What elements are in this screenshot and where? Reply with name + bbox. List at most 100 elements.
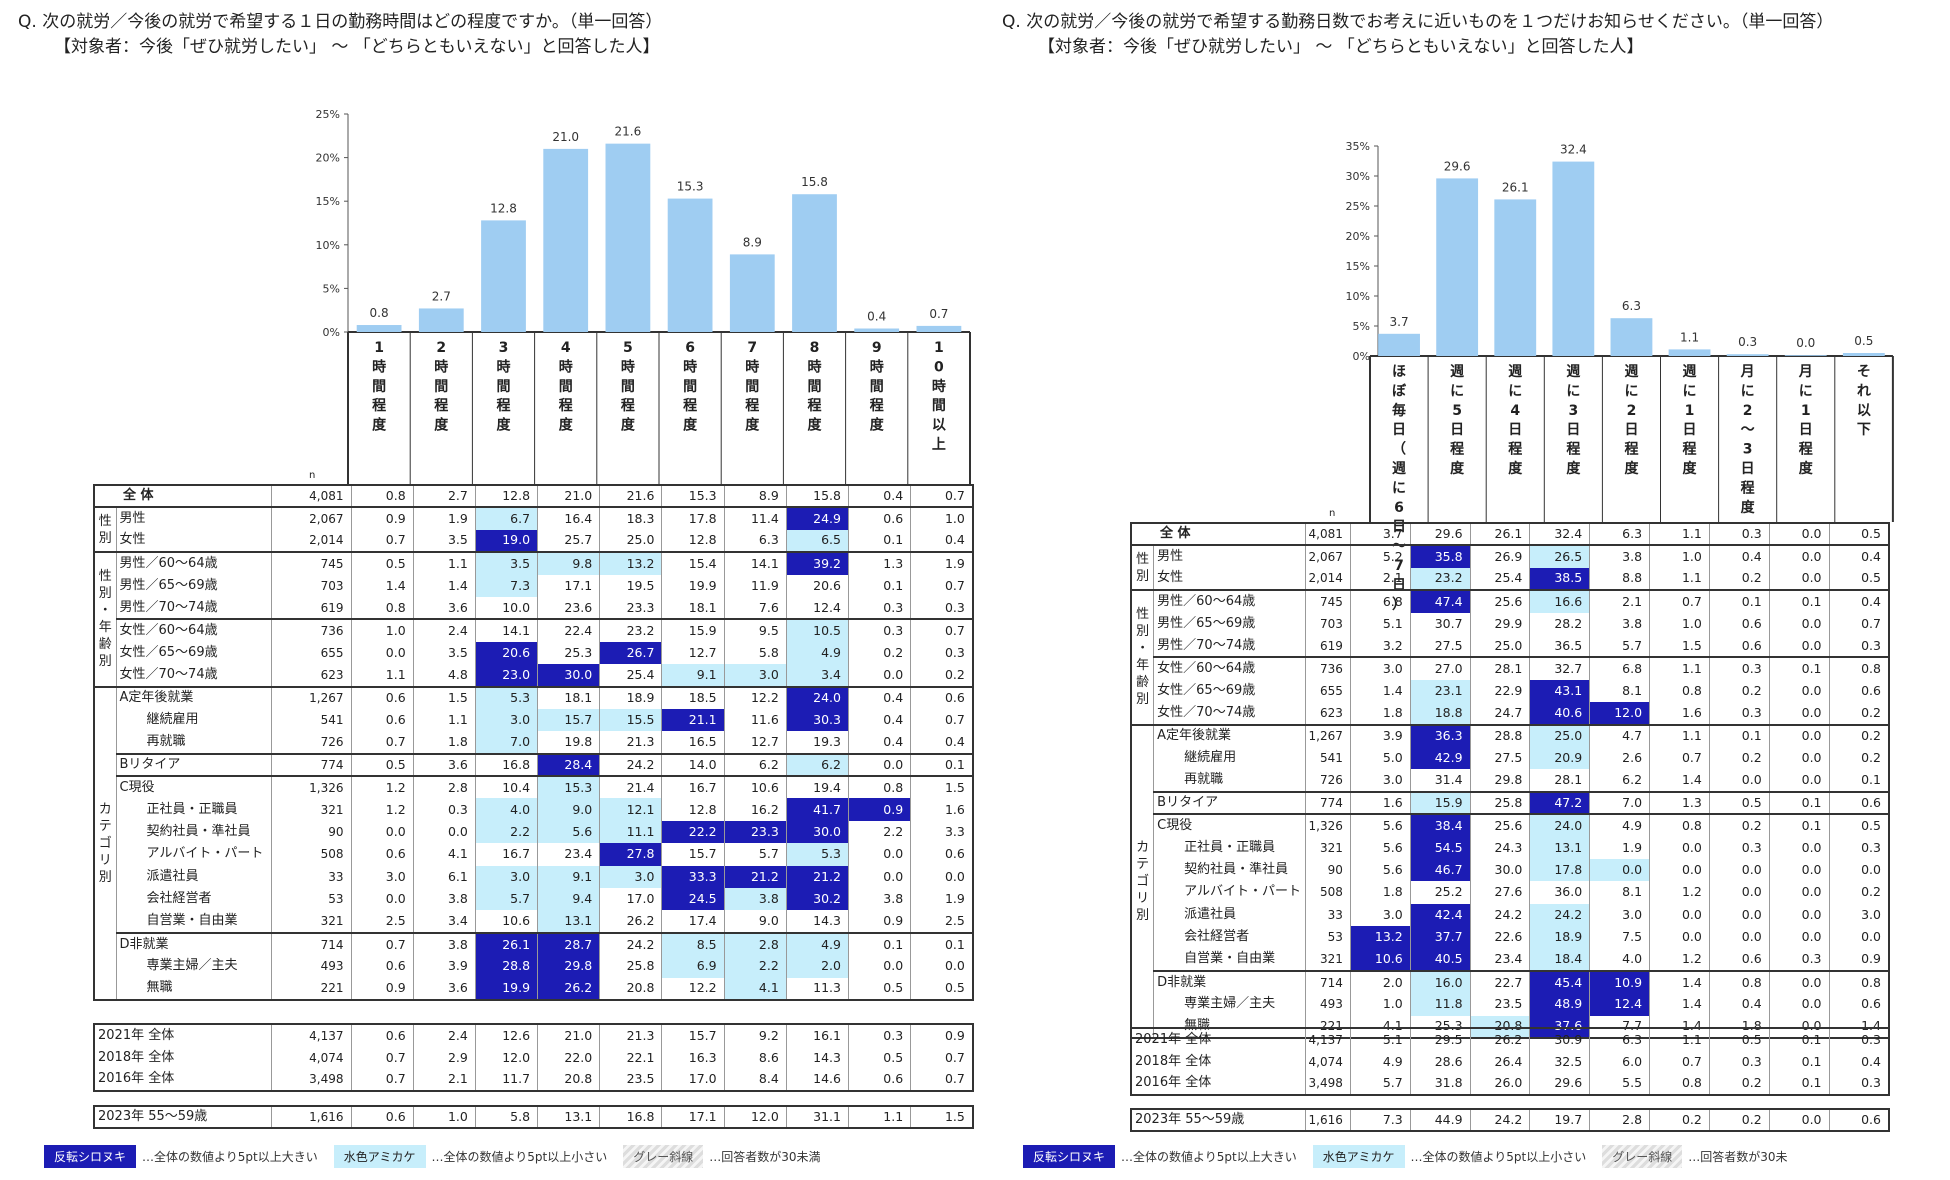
value-cell: 0.3 [1828,1072,1889,1096]
value-cell: 5.3 [785,843,849,866]
value-cell: 0.7 [350,529,414,553]
n-value: 619 [270,596,351,620]
value-cell: 2.0 [1349,969,1411,994]
row-label: D非就業 [1153,969,1306,994]
value-cell: 19.3 [785,731,849,754]
value-cell: 8.1 [1589,881,1650,904]
value-cell: 25.6 [1469,813,1530,837]
n-value: 655 [1304,679,1351,703]
row-label: 会社経営者 [1184,929,1250,945]
value-cell: 26.9 [1469,544,1530,568]
value-cell: 30.0 [785,820,849,844]
table-row: カテゴリ別 A定年後就業 1,267 0.6 1.5 5.3 18.1 18.9 18.5 12.… [94,685,973,1000]
value-cell: 23.4 [537,843,600,866]
category-label-char: 9 [872,340,882,356]
value-cell: 48.9 [1529,993,1590,1016]
bar-value-label: 1.1 [1680,330,1699,344]
value-cell: 16.6 [1529,589,1590,613]
value-cell: 4.1 [412,843,476,866]
value-cell: 0.0 [1649,926,1710,949]
category-label-char: 1 [1685,403,1695,419]
value-cell: 27.5 [1409,634,1471,658]
category-label-char: 程 [1508,442,1522,458]
value-cell: 0.0 [1768,969,1830,994]
category-label-char: 時 [497,358,511,375]
value-cell: 12.4 [1589,993,1650,1016]
table-row: 会社経営者 53 0.0 3.8 5.7 9.4 17.0 24.5 3.8 30.2 3.8 1.9 [94,888,973,911]
value-cell: 0.2 [1708,746,1770,770]
value-cell: 0.7 [910,574,973,597]
value-cell: 10.0 [474,596,538,620]
value-cell: 4.9 [785,641,849,665]
value-cell: 28.4 [537,752,600,777]
value-cell: 3.0 [1828,903,1889,927]
value-cell: 11.3 [785,977,849,1000]
value-cell: 0.1 [1768,589,1830,613]
value-cell: 2.6 [1589,746,1650,770]
value-cell: 1.5 [412,685,476,709]
y-tick-label: 0% [323,326,340,339]
bar-value-label: 21.6 [615,125,642,139]
value-cell: 0.6 [1828,790,1889,815]
category-label-char: 2 [1627,403,1637,419]
value-cell: 0.7 [1649,589,1710,613]
value-cell: 31.1 [785,1106,849,1129]
value-cell: 0.8 [1649,679,1710,703]
value-cell: 0.6 [350,843,414,866]
value-cell: 1.6 [1349,790,1411,815]
value-cell: 17.8 [1529,858,1590,882]
value-cell: 1.1 [412,708,476,732]
row-label: 2018年 全体 [98,1049,175,1065]
value-cell: 3.0 [1349,769,1411,792]
group-label: 性別・年齢別 [94,551,117,687]
value-cell: 0.0 [1768,523,1830,546]
value-cell: 28.7 [537,931,600,956]
category-label-char: 度 [1624,460,1639,477]
table-row: 専業主婦／主夫 493 1.0 11.8 23.5 48.9 12.4 1.4 0.4 0.0 0.… [1131,993,1889,1016]
value-cell: 19.9 [474,977,538,1000]
table-row: 女性／65～69歳 655 0.0 3.5 20.6 25.3 26.7 12.7 5.8 4.9… [94,641,973,665]
value-cell: 0.5 [847,1046,911,1069]
value-cell: 38.5 [1529,567,1590,591]
bar-value-label: 21.0 [552,130,579,144]
category-label-char: に [1741,383,1755,399]
n-value: 1,267 [1304,723,1351,747]
category-label-char: 度 [683,417,698,434]
value-cell: 21.0 [537,1024,600,1047]
bar-value-label: 15.8 [801,175,828,189]
value-cell: 0.7 [910,1046,973,1069]
value-cell: 25.0 [1469,634,1530,658]
value-cell: 11.4 [723,506,787,530]
value-cell: 1.5 [1649,634,1710,658]
value-cell: 5.7 [1589,634,1650,658]
category-label-char: 度 [1683,460,1698,477]
value-cell: 3.4 [412,910,476,933]
bar-value-label: 0.7 [929,307,948,321]
row-label: 自営業・自由業 [146,913,238,929]
value-cell: 0.1 [1768,1028,1830,1051]
category-label-char: 度 [621,417,636,434]
value-cell: 3.0 [1589,903,1650,927]
value-cell: 0.1 [910,752,973,777]
value-cell: 0.2 [1828,702,1889,725]
value-cell: 0.2 [1708,1072,1770,1096]
value-cell: 0.7 [1649,746,1710,770]
row-label: A定年後就業 [116,685,271,709]
value-cell: 1.9 [412,506,476,530]
row-label: 継続雇用 [146,712,199,728]
table-row: 女性 2,014 2.1 23.2 25.4 38.5 8.8 1.1 0.2 0.0 0.5 [1131,567,1889,591]
value-cell: 8.1 [1589,679,1650,703]
bar-value-label: 0.8 [370,306,389,320]
value-cell: 22.6 [1469,926,1530,949]
table-row: 男性／70～74歳 619 3.2 27.5 25.0 36.5 5.7 1.5 0.6 0.0 0… [1131,634,1889,658]
category-label-char: 週 [1566,364,1580,380]
value-cell: 23.4 [1469,948,1530,971]
bar [1668,349,1711,356]
value-cell: 25.3 [537,641,600,665]
value-cell: 0.0 [1768,881,1830,904]
bar [1726,354,1769,356]
table-row: 再就職 726 0.7 1.8 7.0 19.8 21.3 16.5 12.7 19.3 0.4 0.… [94,731,973,754]
n-value: 53 [1304,926,1351,949]
table-row: カテゴリ別 A定年後就業 1,267 3.9 36.3 28.8 25.0 4.7 1.1 0.1… [1131,723,1889,1038]
value-cell: 3.9 [1349,723,1411,747]
